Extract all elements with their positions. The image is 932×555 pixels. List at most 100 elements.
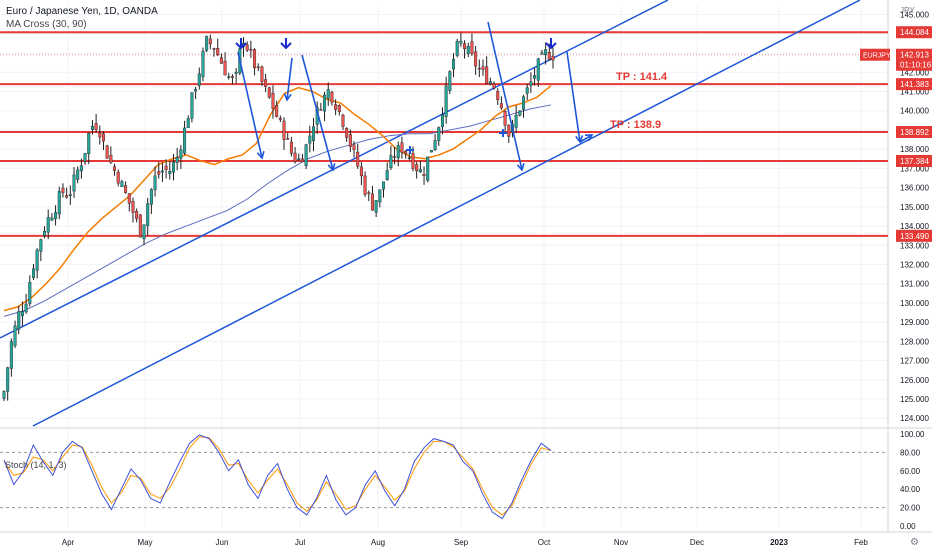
stoch-d-line bbox=[3, 436, 552, 516]
candle bbox=[389, 145, 393, 171]
price-tick-label: 133.000 bbox=[900, 241, 929, 250]
candle bbox=[275, 100, 279, 118]
candle bbox=[101, 131, 105, 151]
time-tick-label: Nov bbox=[614, 538, 628, 547]
candle bbox=[308, 125, 312, 153]
candle bbox=[31, 263, 35, 281]
candle bbox=[286, 132, 290, 140]
candle bbox=[164, 159, 168, 179]
candle bbox=[175, 147, 179, 171]
candle bbox=[440, 107, 444, 135]
arrow-jun-short bbox=[283, 57, 293, 102]
stoch-k-line bbox=[3, 434, 552, 520]
candle bbox=[418, 160, 422, 173]
candle bbox=[227, 72, 231, 80]
ma-cross-legend: MA Cross (30, 90) bbox=[6, 19, 87, 30]
candle bbox=[503, 110, 507, 132]
candle bbox=[525, 84, 529, 101]
candle bbox=[271, 85, 275, 119]
candle bbox=[522, 94, 526, 118]
candle bbox=[304, 143, 308, 170]
candle bbox=[293, 146, 297, 164]
level-price-tag: 144.084 bbox=[896, 26, 932, 39]
candle bbox=[179, 144, 183, 169]
price-tick-label: 125.000 bbox=[900, 395, 929, 404]
candle bbox=[393, 146, 397, 165]
time-tick-label: Jul bbox=[295, 538, 305, 547]
candle bbox=[50, 213, 54, 222]
candle bbox=[396, 141, 400, 167]
candle bbox=[46, 209, 50, 240]
candle bbox=[415, 161, 419, 179]
arrow-sep-down bbox=[487, 21, 525, 172]
candle bbox=[109, 146, 113, 164]
svg-text:137.384: 137.384 bbox=[900, 157, 929, 166]
candle bbox=[54, 205, 58, 226]
price-tick-label: 131.000 bbox=[900, 280, 929, 289]
candle bbox=[551, 47, 555, 69]
candle bbox=[216, 38, 220, 57]
candle bbox=[337, 104, 341, 116]
svg-text:138.892: 138.892 bbox=[900, 128, 929, 137]
candle bbox=[352, 141, 356, 158]
price-tick-label: 142.000 bbox=[900, 68, 929, 77]
candle bbox=[35, 248, 39, 279]
candle bbox=[105, 144, 109, 159]
settings-gear-icon[interactable]: ⚙ bbox=[910, 537, 919, 548]
candle bbox=[499, 96, 503, 110]
candle bbox=[385, 162, 389, 181]
candle bbox=[359, 162, 363, 186]
price-axis: JPY145.000144.000143.000142.000141.00014… bbox=[860, 6, 932, 531]
price-tick-label: 140.000 bbox=[900, 107, 929, 116]
candle bbox=[452, 53, 456, 78]
price-tick-label: 127.000 bbox=[900, 357, 929, 366]
price-tick-label: 141.000 bbox=[900, 87, 929, 96]
candle bbox=[87, 132, 91, 165]
trend-line-lower bbox=[32, 0, 861, 427]
candle bbox=[223, 52, 227, 76]
price-tick-label: 138.000 bbox=[900, 145, 929, 154]
candle bbox=[382, 181, 386, 198]
candle bbox=[2, 390, 6, 402]
tp-label-138: TP : 138.9 bbox=[610, 119, 661, 131]
time-tick-label: Sep bbox=[454, 538, 469, 547]
candle bbox=[363, 171, 367, 197]
candle bbox=[142, 224, 146, 246]
candle bbox=[437, 126, 441, 146]
candle bbox=[334, 99, 338, 116]
candle bbox=[160, 162, 164, 182]
candle bbox=[477, 59, 481, 78]
candle bbox=[374, 200, 378, 217]
candle bbox=[127, 193, 131, 212]
candle bbox=[120, 179, 124, 187]
price-tick-label: 126.000 bbox=[900, 376, 929, 385]
candle bbox=[212, 47, 216, 57]
candle bbox=[289, 136, 293, 157]
candle bbox=[378, 189, 382, 208]
candle bbox=[312, 117, 316, 152]
candle bbox=[507, 124, 511, 143]
candle bbox=[201, 47, 205, 82]
level-price-tag: 141.383 bbox=[896, 78, 932, 91]
candle bbox=[57, 186, 61, 220]
candle bbox=[297, 153, 301, 161]
price-tick-label: 124.000 bbox=[900, 414, 929, 423]
candle bbox=[124, 181, 128, 194]
candle bbox=[245, 41, 249, 52]
candle bbox=[345, 127, 349, 142]
candle bbox=[481, 59, 485, 76]
candle bbox=[496, 88, 500, 105]
candle bbox=[433, 133, 437, 151]
candle bbox=[249, 40, 253, 58]
svg-text:142.913: 142.913 bbox=[900, 51, 929, 60]
candle bbox=[135, 208, 139, 223]
candle bbox=[463, 40, 467, 59]
candle bbox=[488, 77, 492, 86]
candle bbox=[98, 125, 102, 145]
arrow-oct-tp bbox=[579, 134, 594, 143]
peak-arrow-jun2 bbox=[280, 38, 292, 50]
stoch-tick-label: 80.00 bbox=[900, 448, 921, 457]
